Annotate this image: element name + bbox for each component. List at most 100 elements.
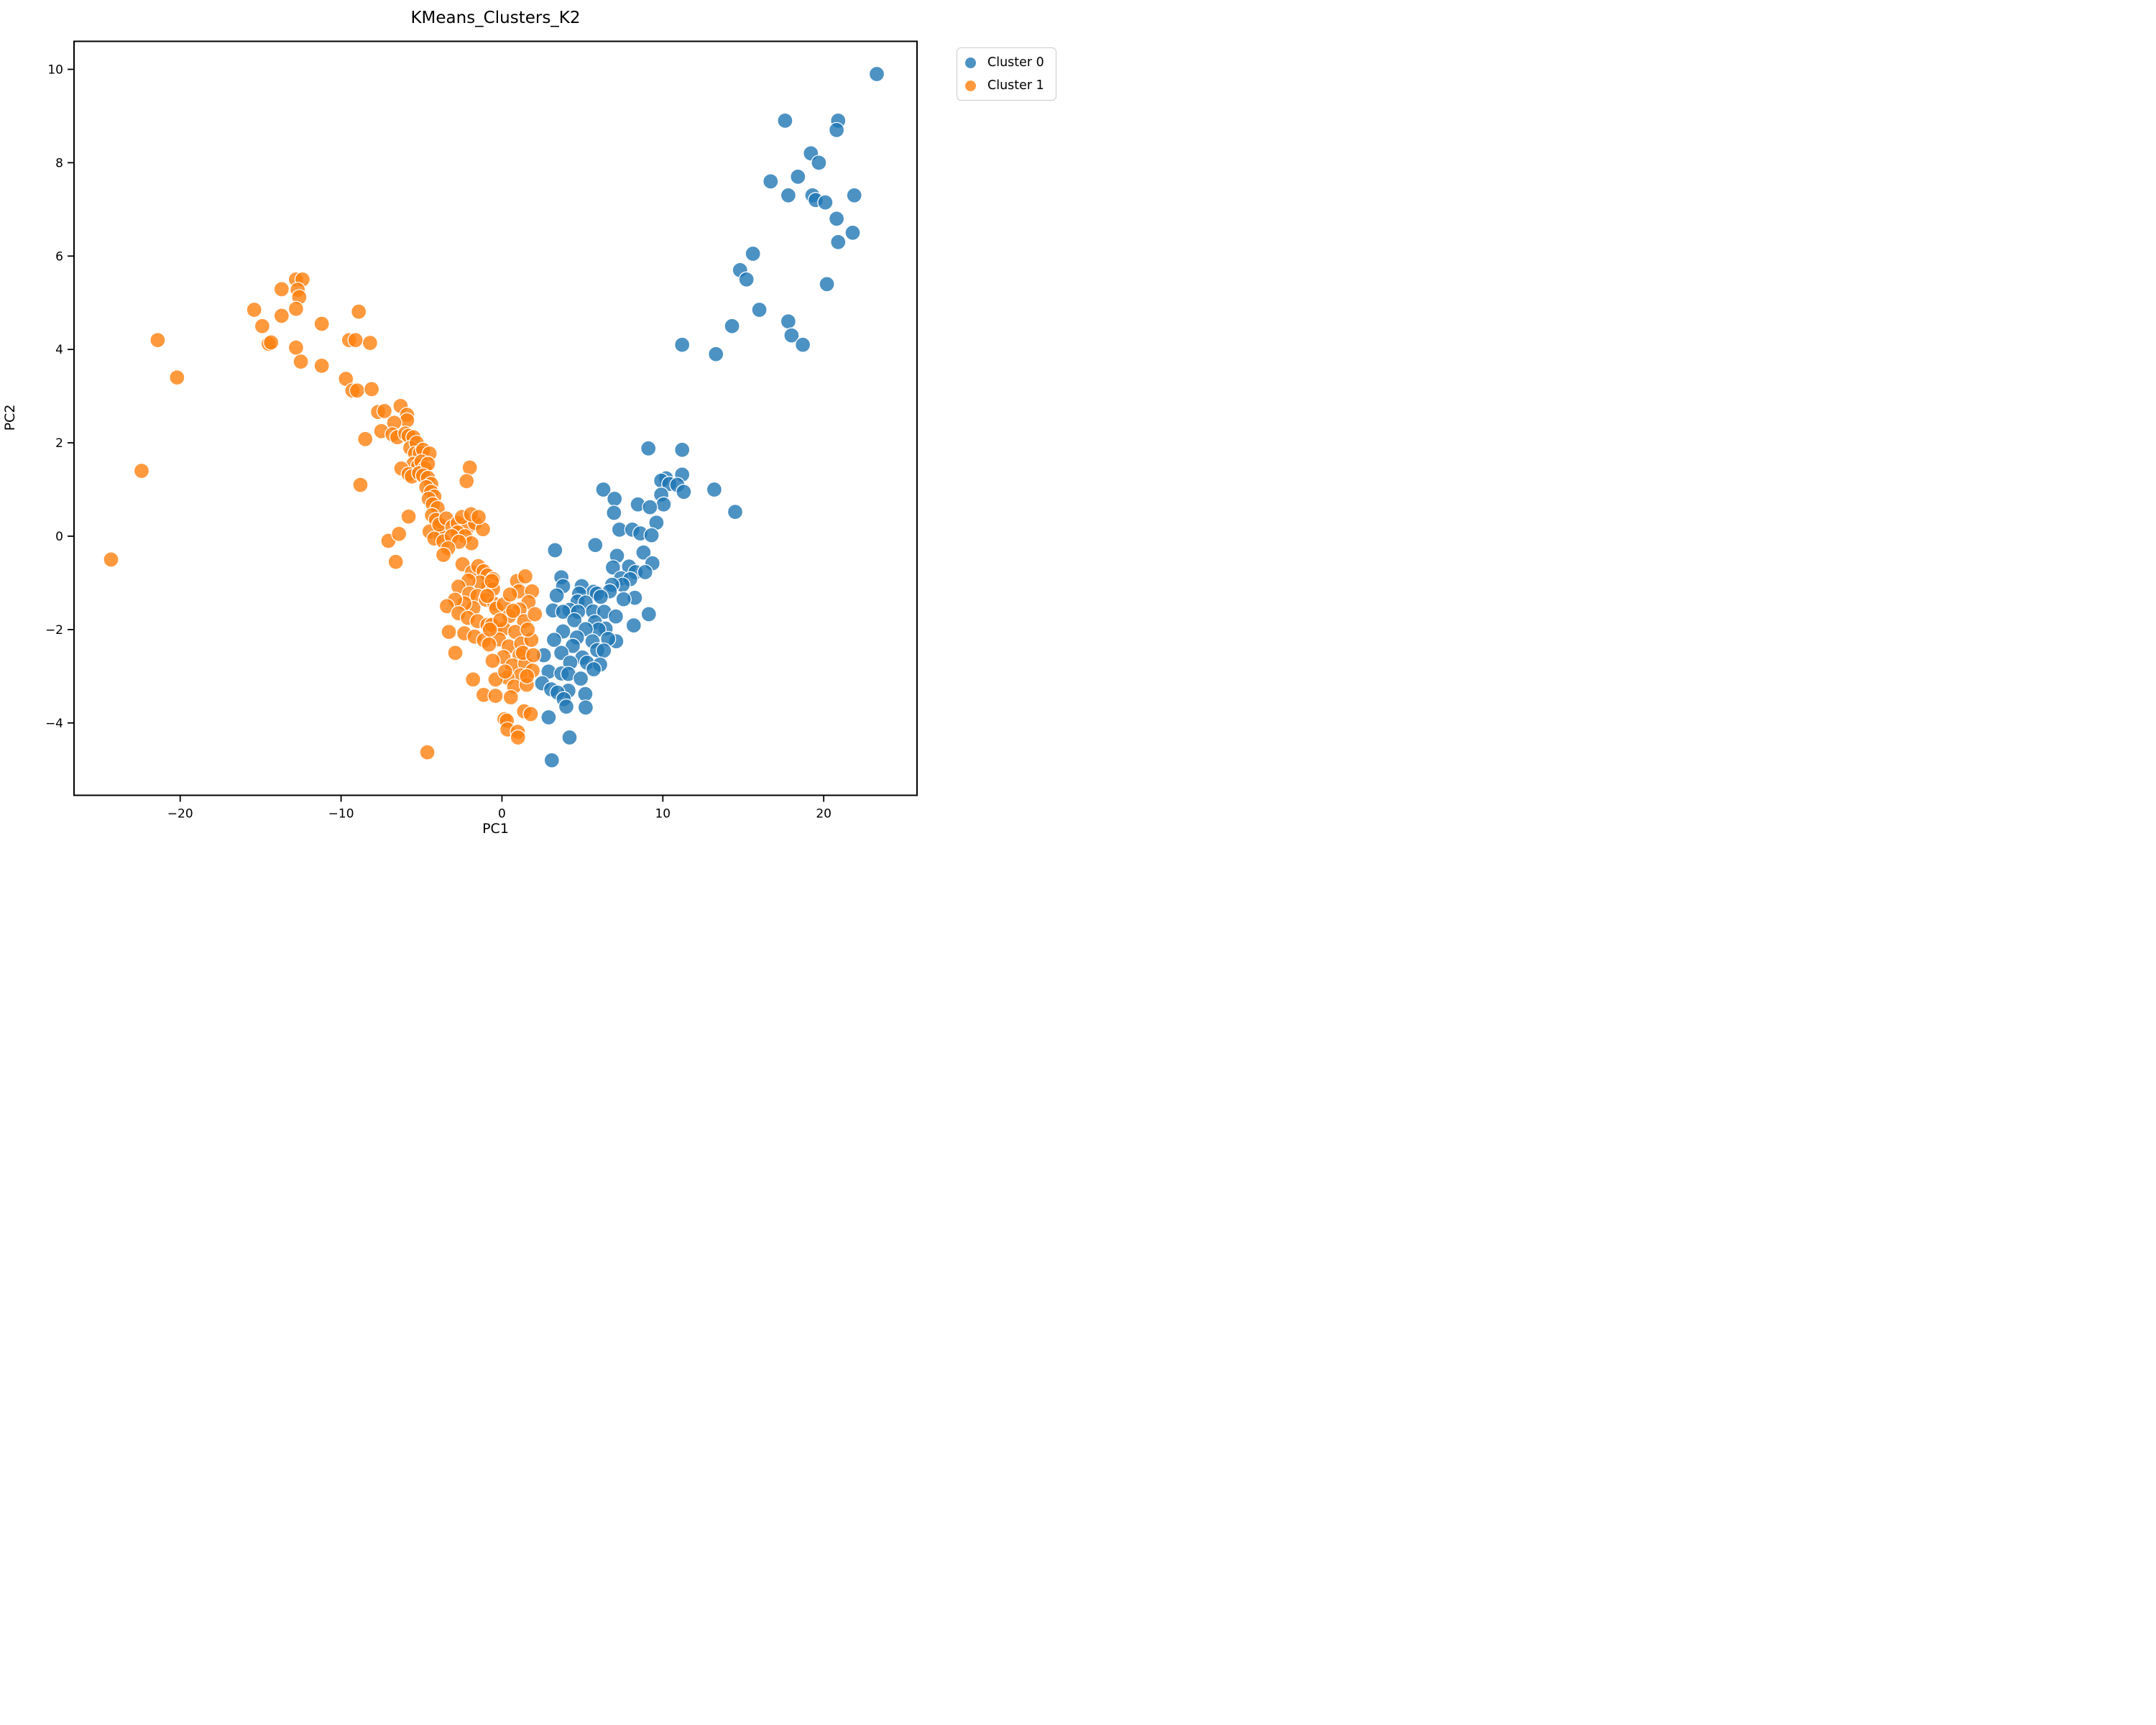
- x-tick-label: −10: [328, 807, 354, 822]
- y-tick-label: 4: [55, 343, 63, 357]
- data-point-cluster1: [313, 357, 330, 374]
- data-point-cluster1: [352, 477, 369, 493]
- data-point-cluster1: [400, 508, 417, 525]
- data-point-cluster1: [481, 636, 497, 653]
- data-point-cluster0: [642, 499, 658, 515]
- y-axis-label: PC2: [2, 404, 18, 431]
- data-point-cluster1: [246, 301, 262, 318]
- data-point-cluster0: [604, 559, 622, 576]
- y-tick-label: 8: [55, 156, 63, 170]
- data-point-cluster1: [470, 509, 487, 525]
- legend-label-cluster0: Cluster 0: [987, 55, 1044, 70]
- data-point-cluster0: [706, 481, 723, 498]
- data-point-cluster0: [777, 112, 793, 129]
- data-point-cluster0: [828, 211, 845, 227]
- legend-item-cluster0: Cluster 0: [965, 55, 1044, 70]
- data-point-cluster0: [572, 670, 589, 687]
- data-point-cluster1: [459, 473, 475, 489]
- data-point-cluster1: [263, 334, 280, 351]
- data-point-cluster0: [780, 187, 797, 203]
- data-point-cluster1: [387, 553, 404, 570]
- data-point-cluster0: [868, 65, 885, 83]
- data-point-cluster0: [830, 234, 847, 250]
- data-point-cluster1: [273, 281, 290, 298]
- y-tick-label: 2: [55, 436, 63, 451]
- data-point-cluster1: [441, 624, 457, 640]
- legend-label-cluster1: Cluster 1: [987, 78, 1044, 93]
- data-point-cluster0: [540, 709, 557, 726]
- data-point-cluster0: [607, 608, 625, 625]
- data-point-cluster1: [313, 316, 330, 332]
- data-point-cluster1: [527, 606, 543, 622]
- y-tick-label: 10: [47, 63, 63, 77]
- data-point-cluster1: [376, 402, 393, 420]
- data-point-cluster0: [708, 346, 724, 362]
- y-tick-label: −2: [45, 623, 63, 638]
- data-point-cluster1: [461, 459, 478, 476]
- data-point-cluster0: [780, 313, 797, 330]
- data-point-cluster0: [625, 617, 642, 634]
- data-point-cluster1: [391, 525, 407, 542]
- data-point-cluster0: [844, 224, 861, 241]
- data-point-cluster0: [585, 661, 602, 678]
- data-point-cluster0: [577, 699, 594, 716]
- data-point-cluster0: [566, 612, 583, 629]
- data-point-cluster0: [564, 638, 581, 654]
- data-point-cluster1: [349, 382, 366, 399]
- data-point-cluster1: [287, 339, 305, 356]
- data-point-cluster0: [763, 173, 779, 190]
- data-point-cluster1: [351, 303, 367, 320]
- data-point-cluster0: [596, 642, 612, 659]
- data-point-cluster0: [637, 564, 653, 581]
- data-point-cluster0: [790, 168, 806, 185]
- data-point-cluster1: [435, 546, 452, 564]
- data-point-cluster1: [522, 706, 539, 722]
- data-point-cluster1: [347, 332, 364, 349]
- data-point-cluster0: [811, 155, 827, 171]
- data-point-cluster1: [357, 431, 374, 448]
- data-point-cluster1: [292, 353, 309, 370]
- data-point-cluster0: [558, 698, 575, 715]
- data-point-cluster0: [655, 496, 672, 512]
- data-point-cluster0: [545, 632, 563, 648]
- y-tick-label: 6: [55, 249, 63, 264]
- y-tick-label: 0: [55, 530, 63, 544]
- data-point-cluster1: [447, 645, 464, 661]
- data-point-cluster1: [361, 334, 379, 351]
- data-point-cluster1: [502, 689, 519, 706]
- data-point-cluster1: [505, 602, 522, 620]
- cluster0-marker-icon: [965, 57, 976, 68]
- data-point-cluster0: [543, 752, 560, 768]
- legend: Cluster 0 Cluster 1: [957, 47, 1056, 101]
- data-point-cluster0: [592, 589, 609, 605]
- data-point-cluster0: [819, 276, 835, 293]
- data-point-cluster1: [484, 573, 500, 589]
- data-point-cluster1: [525, 647, 542, 663]
- data-point-cluster1: [502, 586, 518, 603]
- data-point-cluster0: [727, 504, 744, 520]
- data-point-cluster1: [363, 381, 380, 397]
- data-point-cluster1: [103, 551, 119, 568]
- data-point-cluster0: [547, 542, 563, 558]
- y-tick-label: −4: [45, 717, 63, 731]
- data-point-cluster0: [846, 187, 862, 203]
- data-point-cluster0: [640, 440, 657, 457]
- data-point-cluster0: [724, 318, 740, 334]
- data-point-cluster0: [783, 327, 800, 344]
- data-point-cluster0: [643, 527, 660, 543]
- chart-title: KMeans_Clusters_K2: [410, 9, 581, 27]
- data-point-cluster0: [794, 336, 811, 353]
- data-point-cluster1: [149, 332, 166, 349]
- data-point-cluster0: [561, 729, 578, 746]
- data-point-cluster1: [484, 653, 501, 669]
- data-point-cluster0: [607, 490, 623, 507]
- plot-frame: [73, 40, 918, 796]
- x-axis-label: PC1: [482, 821, 509, 837]
- data-point-cluster1: [465, 671, 482, 688]
- data-point-cluster1: [273, 308, 290, 324]
- data-point-cluster1: [133, 462, 150, 479]
- data-point-cluster1: [287, 300, 305, 317]
- data-point-cluster1: [497, 663, 514, 680]
